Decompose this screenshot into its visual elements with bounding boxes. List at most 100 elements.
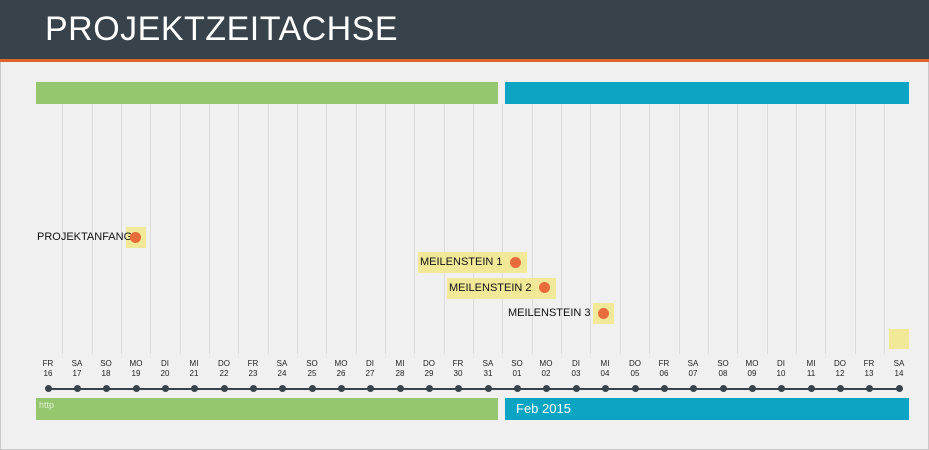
day-number-text: 03	[571, 369, 581, 378]
timeline-dot[interactable]	[455, 385, 462, 392]
day-number-text: 24	[277, 369, 287, 378]
timeline-dot[interactable]	[221, 385, 228, 392]
timeline-dot[interactable]	[866, 385, 873, 392]
day-number-text: 18	[101, 369, 111, 378]
timeline-dot[interactable]	[896, 385, 903, 392]
milestone-label: MEILENSTEIN 2	[449, 282, 532, 294]
timeline-dot[interactable]	[573, 385, 580, 392]
day-label: DI 20	[150, 359, 180, 379]
day-number-text: 10	[776, 369, 786, 378]
timeline-dot[interactable]	[749, 385, 756, 392]
grid-line	[62, 104, 63, 354]
timeline-dot[interactable]	[837, 385, 844, 392]
grid-line	[297, 104, 298, 354]
day-number-text: 07	[688, 369, 698, 378]
timeline-dot[interactable]	[485, 385, 492, 392]
timeline-dot[interactable]	[514, 385, 521, 392]
grid-line	[92, 104, 93, 354]
weekday-text: MO	[745, 359, 759, 368]
weekday-text: MI	[600, 359, 610, 368]
milestone-highlight	[418, 252, 527, 273]
grid-line	[385, 104, 386, 354]
timeline-dot[interactable]	[543, 385, 550, 392]
page-title: PROJEKTZEITACHSE	[45, 10, 399, 48]
weekday-text: DI	[572, 359, 580, 368]
month-bar-january-bottom: http	[36, 398, 498, 420]
day-number-text: 08	[718, 369, 728, 378]
timeline-dot[interactable]	[309, 385, 316, 392]
timeline-dot[interactable]	[397, 385, 404, 392]
timeline-dot[interactable]	[808, 385, 815, 392]
day-number-text: 27	[365, 369, 375, 378]
timeline-dot[interactable]	[426, 385, 433, 392]
milestone-highlight	[447, 278, 556, 299]
day-number-text: 19	[131, 369, 141, 378]
grid-line	[649, 104, 650, 354]
day-label: MO 19	[121, 359, 151, 379]
milestone-marker[interactable]	[598, 308, 609, 319]
timeline-dot[interactable]	[103, 385, 110, 392]
day-number-text: 17	[72, 369, 82, 378]
timeline-dot[interactable]	[133, 385, 140, 392]
weekday-text: MO	[539, 359, 553, 368]
timeline-dot[interactable]	[632, 385, 639, 392]
timeline-dot[interactable]	[45, 385, 52, 392]
weekday-text: FR	[42, 359, 54, 368]
grid-line	[356, 104, 357, 354]
day-number-text: 14	[894, 369, 904, 378]
day-number-text: 29	[424, 369, 434, 378]
timeline-dot[interactable]	[367, 385, 374, 392]
weekday-text: DO	[423, 359, 435, 368]
weekday-text: FR	[247, 359, 259, 368]
grid-line	[180, 104, 181, 354]
weekday-text: SA	[276, 359, 288, 368]
timeline-dot[interactable]	[338, 385, 345, 392]
day-number-text: 23	[248, 369, 258, 378]
milestone-marker[interactable]	[130, 232, 141, 243]
timeline-dot[interactable]	[279, 385, 286, 392]
day-label: SO 25	[297, 359, 327, 379]
day-number-text: 16	[43, 369, 53, 378]
day-number-text: 21	[189, 369, 199, 378]
timeline-dot[interactable]	[74, 385, 81, 392]
day-label: MO 09	[737, 359, 767, 379]
weekday-text: FR	[452, 359, 464, 368]
milestone-highlight	[889, 329, 909, 349]
weekday-text: DI	[366, 359, 374, 368]
grid-line	[502, 104, 503, 354]
timeline-dot[interactable]	[720, 385, 727, 392]
grid-line	[825, 104, 826, 354]
timeline-dot[interactable]	[162, 385, 169, 392]
grid-line	[473, 104, 474, 354]
month-bar-january-top	[36, 82, 498, 104]
weekday-text: MO	[129, 359, 143, 368]
day-label: DI 27	[355, 359, 385, 379]
weekday-text: DI	[777, 359, 785, 368]
timeline-dot[interactable]	[778, 385, 785, 392]
day-number-text: 31	[483, 369, 493, 378]
weekday-text: SA	[482, 359, 494, 368]
grid-line	[444, 104, 445, 354]
timeline-dot[interactable]	[191, 385, 198, 392]
milestone-marker[interactable]	[510, 257, 521, 268]
timeline-dot[interactable]	[690, 385, 697, 392]
day-label: SA 31	[473, 359, 503, 379]
day-label: SA 17	[62, 359, 92, 379]
weekday-text: DO	[629, 359, 641, 368]
grid-line	[532, 104, 533, 354]
grid-line	[590, 104, 591, 354]
grid-line	[620, 104, 621, 354]
day-label: SA 14	[884, 359, 914, 379]
day-number-text: 11	[806, 369, 816, 378]
timeline-dot[interactable]	[250, 385, 257, 392]
timeline-dot[interactable]	[602, 385, 609, 392]
day-number-text: 02	[541, 369, 551, 378]
day-number-text: 26	[336, 369, 346, 378]
milestone-marker[interactable]	[539, 282, 550, 293]
timeline-dot[interactable]	[661, 385, 668, 392]
day-label: FR 23	[238, 359, 268, 379]
timeline-axis	[46, 388, 899, 390]
day-number-text: 13	[864, 369, 874, 378]
weekday-text: SO	[306, 359, 318, 368]
day-label: DO 12	[825, 359, 855, 379]
